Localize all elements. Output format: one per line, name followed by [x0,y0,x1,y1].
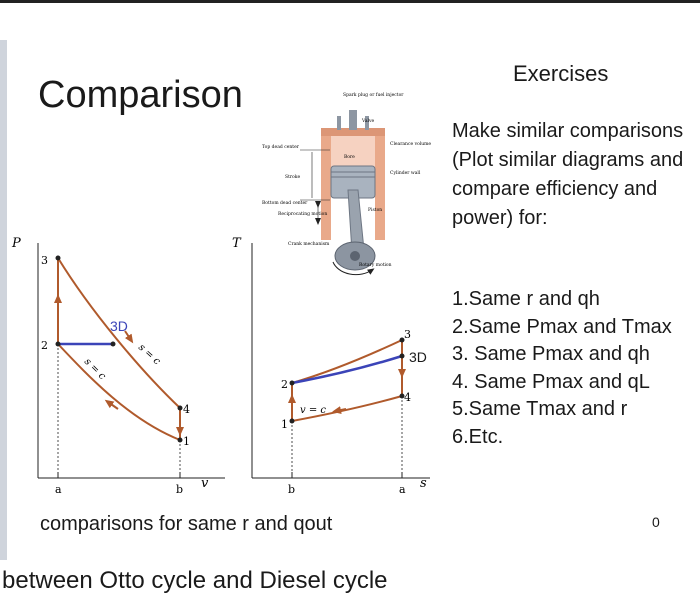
clearance-volume [331,136,375,168]
exercises-list: 1.Same r and qh 2.Same Pmax and Tmax 3. … [452,286,672,451]
engine-label: Clearance volume [390,141,431,147]
valve-stem [365,116,369,130]
ts-state-label-1: 1 [281,418,288,431]
pv-diagram: P v a b 3 2 4 1 3D s = c s = c [11,236,225,496]
pv-state-label-1: 1 [183,435,190,448]
ts-diagram: T s b a 2 1 3 4 3D v = c [232,236,430,496]
engine-cylinder-illustration: Spark plug or fuel injector Valve Top de… [262,92,431,276]
ts-tick-label-a: a [399,483,406,496]
valve-stem [337,116,341,130]
ts-diesel-label: 3D [409,349,427,365]
pv-isentrope-label: s = c [136,342,163,367]
exercise-item: 6.Etc. [452,425,504,448]
exercise-item: 3. Same Pmax and qh [452,343,650,365]
pv-state-label-2: 2 [41,339,48,352]
ts-state-point [399,353,405,359]
pv-x-label: v [201,476,209,491]
pv-state-label-4: 4 [183,403,190,416]
pv-state-point [55,341,61,347]
pv-state-label-3: 3 [41,254,48,267]
exercise-item: 1.Same r and qh [452,288,600,310]
ts-x-label: s [420,476,427,491]
pv-state-point [177,437,183,443]
exercise-item: 5.Same Tmax and r [452,398,628,420]
rotary-motion-arrow [332,261,375,276]
exercises-heading: Exercises [513,61,609,86]
top-border-line [0,0,700,3]
pv-tick-label-b: b [176,483,183,496]
pv-arrow-compression [104,399,119,410]
pv-state-point [110,341,116,347]
ts-state-point [289,418,295,424]
slide-title: Comparison [38,74,243,116]
slide-footer: between Otto cycle and Diesel cycle [2,567,388,594]
engine-label: Bore [344,154,355,160]
engine-label: Bottom dead center [262,200,308,206]
ts-heat-rejection-curve [291,395,403,422]
pv-expansion-curve [57,257,181,409]
pv-state-point [177,405,183,411]
slide-number: 0 [652,514,660,530]
engine-label: Piston [368,207,382,213]
pv-y-label: P [11,236,21,251]
ts-state-point [289,380,295,386]
pv-compression-curve [57,343,181,441]
left-accent-bar [0,40,7,560]
engine-label: Spark plug or fuel injector [343,92,404,98]
engine-label: Stroke [285,174,300,180]
ts-diesel-curve [291,354,403,385]
exercises-intro: Make similar comparisons (Plot similar d… [452,120,684,229]
spark-plug [349,110,357,130]
crank-pin [350,251,360,261]
pv-tick-label-a: a [55,483,62,496]
exercise-item: 4. Same Pmax and qL [452,370,650,393]
ts-state-point [399,337,405,343]
pv-diesel-label: 3D [110,318,128,334]
engine-label: Cylinder wall [390,170,421,176]
cylinder-wall-left [321,132,331,240]
pv-arrow-expansion [124,330,134,344]
ts-arrow-left [332,406,347,414]
ts-tick-label-b: b [288,483,295,496]
slide-caption: comparisons for same r and qout [40,513,333,535]
engine-label: Top dead center [262,144,300,150]
cylinder-wall-right [375,132,385,240]
ts-state-label-3: 3 [404,328,411,341]
ts-y-label: T [232,236,242,251]
engine-label: Rotary motion [359,262,392,268]
engine-label: Crank mechanism [288,241,330,247]
ts-isochore-label: v = c [300,405,326,416]
ts-state-label-4: 4 [404,391,411,404]
exercise-item: 2.Same Pmax and Tmax [452,315,672,338]
pv-state-point [55,255,61,261]
cylinder-head [321,128,385,136]
ts-heat-addition-curve [291,339,403,384]
engine-label: Reciprocating motion [278,211,327,217]
ts-state-label-2: 2 [281,378,288,391]
pv-isentrope-label: s = c [82,356,108,382]
ts-state-point [399,393,405,399]
engine-label: Valve [361,118,375,124]
